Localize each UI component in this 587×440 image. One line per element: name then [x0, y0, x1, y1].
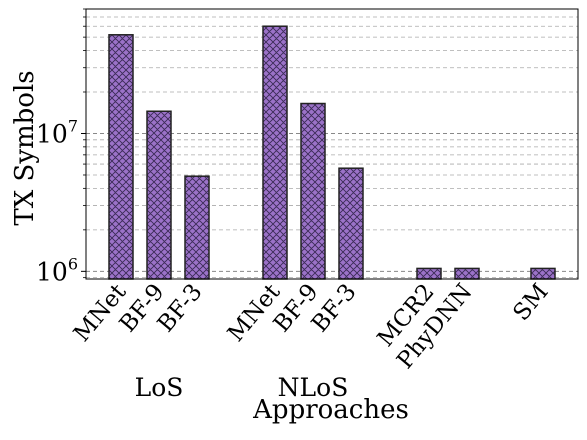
- x-tick-label: SM: [508, 279, 553, 326]
- bar: [184, 175, 210, 280]
- bar: [454, 267, 480, 280]
- y-axis-label: TX Symbols: [10, 70, 40, 225]
- group-labels: LoS NLoS: [135, 373, 349, 402]
- bar: [530, 267, 556, 280]
- y-ticks: 106 107: [36, 8, 86, 286]
- bar: [108, 34, 134, 280]
- group-label: LoS: [135, 373, 184, 402]
- bar: [338, 167, 364, 280]
- bar: [416, 267, 442, 280]
- bar: [146, 110, 172, 280]
- bar: [262, 25, 288, 280]
- bar: [300, 102, 326, 280]
- x-tick-label: BF-3: [307, 279, 362, 337]
- group-label: NLoS: [278, 373, 349, 402]
- grid: [86, 8, 578, 279]
- plot-frame: [85, 8, 579, 280]
- bars: [108, 25, 556, 280]
- x-axis-label: Approaches: [252, 395, 409, 425]
- y-tick-label: 107: [36, 116, 78, 148]
- y-tick-label: 106: [36, 254, 78, 286]
- x-tick-label: BF-3: [153, 279, 208, 337]
